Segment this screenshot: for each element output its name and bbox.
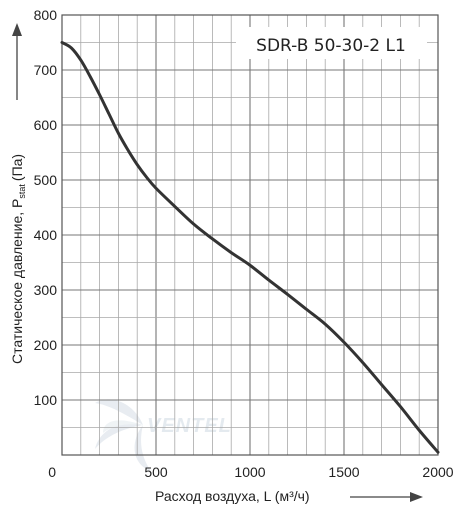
plot-frame [61, 14, 439, 456]
watermark-text: VENTEL [147, 415, 232, 437]
grid [62, 15, 438, 455]
x-axis-label: Расход воздуха, L (м³/ч) [155, 488, 310, 504]
x-tick-label: 1500 [328, 464, 359, 480]
y-axis-label-sub: stat [17, 184, 27, 199]
y-tick-label: 300 [34, 282, 58, 298]
y-tick-label: 600 [34, 117, 58, 133]
chart-title: SDR-B 50-30-2 L1 [256, 36, 406, 56]
x-tick-label: 500 [144, 464, 168, 480]
fan-icon [95, 399, 151, 471]
y-axis-arrow [12, 23, 22, 100]
y-axis-label: Статическое давление, Pstat (Па) [9, 154, 27, 364]
y-tick-label: 500 [34, 172, 58, 188]
x-tick-label: 2000 [422, 464, 453, 480]
series-curve [60, 41, 440, 454]
tick-labels: 100 200 300 400 500 600 700 800 0 500 1000 1500 2000 [34, 7, 454, 480]
y-tick-label: 700 [34, 62, 58, 78]
watermark-logo: VENTEL [95, 399, 232, 471]
y-tick-label: 200 [34, 337, 58, 353]
y-tick-label: 400 [34, 227, 58, 243]
y-tick-label: 100 [34, 392, 58, 408]
y-axis-label-main: Статическое давление, P [9, 199, 25, 364]
x-tick-label: 0 [48, 464, 56, 480]
model-label-box [236, 27, 427, 59]
y-tick-label: 800 [34, 7, 58, 23]
y-axis-label-unit: (Па) [9, 154, 25, 181]
x-axis-arrow [350, 492, 423, 502]
x-tick-label: 1000 [234, 464, 265, 480]
